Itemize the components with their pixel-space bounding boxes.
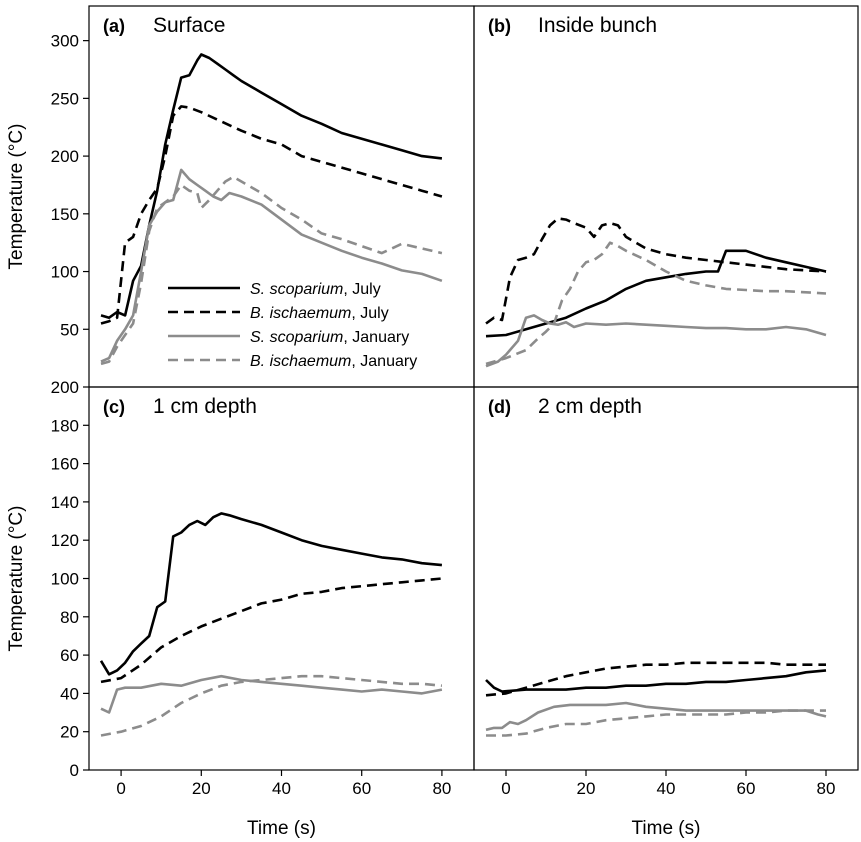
panel-d: 0 20 40 60 80 Time (s) (d) 2 cm depth xyxy=(473,386,859,839)
series-line-1 xyxy=(100,105,443,325)
y-tick-label: 0 xyxy=(70,761,79,780)
series-line-3 xyxy=(486,709,826,737)
panel-letter: (c) xyxy=(103,397,125,417)
series-line-3 xyxy=(485,241,827,366)
legend-species: B. ischaemum xyxy=(250,353,351,370)
y-tick-label: 80 xyxy=(60,608,79,627)
panel-letter: (b) xyxy=(488,16,511,36)
legend-species: S. scoparium xyxy=(250,281,343,298)
y-tick-label: 180 xyxy=(51,416,79,435)
panel-b: (b) Inside bunch xyxy=(473,5,859,388)
series-line-2 xyxy=(485,701,827,732)
x-tick-label: 80 xyxy=(817,779,836,798)
x-tick-label: 60 xyxy=(737,779,756,798)
series-line-0 xyxy=(485,249,827,338)
legend-species: B. ischaemum xyxy=(250,305,351,322)
x-tick-label: 80 xyxy=(432,779,451,798)
legend-label: B. ischaemum, July xyxy=(250,305,389,322)
x-tick-label: 20 xyxy=(577,779,596,798)
x-tick-label: 0 xyxy=(116,779,125,798)
y-tick-label: 200 xyxy=(51,378,79,397)
panel-letter: (a) xyxy=(103,16,125,36)
series-line-1 xyxy=(485,217,827,325)
y-tick-label: 100 xyxy=(51,570,79,589)
legend-season: , July xyxy=(343,281,380,298)
legend-label: B. ischaemum, January xyxy=(250,353,417,370)
series-line-2 xyxy=(100,674,443,714)
panel-title: Surface xyxy=(153,14,225,37)
y-tick-label: 50 xyxy=(60,320,79,339)
x-tick-label: 60 xyxy=(352,779,371,798)
legend-season: , January xyxy=(351,353,417,370)
x-axis-title: Time (s) xyxy=(247,818,316,839)
y-axis-title: Temperature (°C) xyxy=(6,506,27,652)
y-tick-label: 200 xyxy=(51,147,79,166)
panel-frame xyxy=(473,386,859,771)
panel-a: 50 100 150 200 250 300 Temperature (°C) (a) Surf… xyxy=(6,5,475,388)
series-line-2 xyxy=(100,168,443,363)
x-tick-label: 40 xyxy=(657,779,676,798)
series-line-1 xyxy=(100,577,443,684)
y-tick-label: 40 xyxy=(60,684,79,703)
series-line-0 xyxy=(99,512,443,676)
legend-label: S. scoparium, July xyxy=(250,281,381,298)
x-axis-title: Time (s) xyxy=(632,818,701,839)
series-line-0 xyxy=(485,669,827,693)
panel-frame xyxy=(88,386,475,771)
y-tick-label: 150 xyxy=(51,205,79,224)
panel-title: 2 cm depth xyxy=(538,395,642,418)
series-line-0 xyxy=(100,53,443,320)
y-tick-label: 300 xyxy=(51,32,79,51)
series-line-2 xyxy=(485,314,827,368)
legend-species: S. scoparium xyxy=(250,329,343,346)
y-tick-label: 140 xyxy=(51,493,79,512)
panel-letter: (d) xyxy=(488,397,511,417)
y-tick-label: 250 xyxy=(51,89,79,108)
panel-title: 1 cm depth xyxy=(153,395,257,418)
x-tick-label: 40 xyxy=(272,779,291,798)
panel-c: 0 20 40 60 80 100 120 140 160 180 200 0 20 40 60 80 Time… xyxy=(6,378,475,839)
y-axis-title: Temperature (°C) xyxy=(6,124,27,270)
y-tick-label: 120 xyxy=(51,531,79,550)
series-line-3 xyxy=(100,674,443,737)
y-tick-label: 60 xyxy=(60,646,79,665)
y-tick-label: 160 xyxy=(51,455,79,474)
x-tick-label: 20 xyxy=(192,779,211,798)
y-tick-label: 20 xyxy=(60,723,79,742)
series-line-3 xyxy=(100,175,443,366)
legend-season: , July xyxy=(351,305,388,322)
y-tick-label: 100 xyxy=(51,263,79,282)
legend-season: , January xyxy=(343,329,409,346)
panel-title: Inside bunch xyxy=(538,14,657,37)
legend-label: S. scoparium, January xyxy=(250,329,409,346)
x-tick-label: 0 xyxy=(501,779,510,798)
